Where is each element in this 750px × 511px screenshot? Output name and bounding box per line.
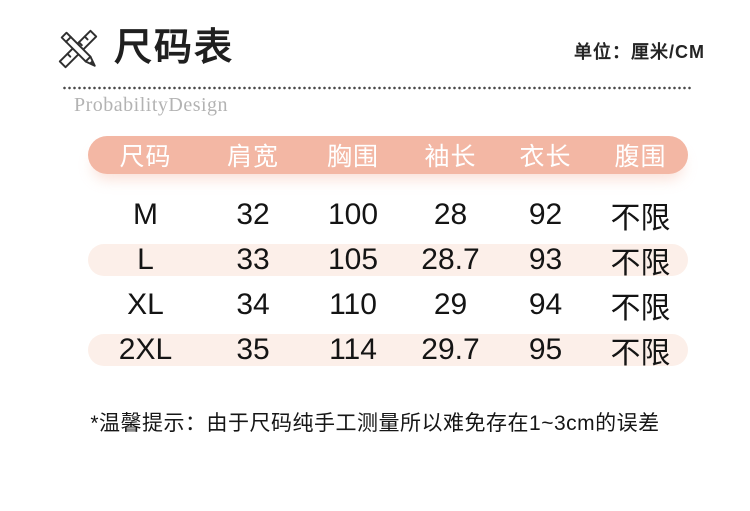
table-cell: 不限 [610, 246, 671, 280]
page-title: 尺码表 [114, 27, 235, 70]
page-title-group: 尺码表 [55, 26, 234, 72]
table-row: XL 34 110 29 94 不限 [88, 282, 688, 327]
column-header: 肩宽 [226, 143, 279, 171]
table-cell: 35 [236, 332, 270, 366]
table-row: L 33 105 28.7 93 不限 [88, 237, 688, 282]
table-cell: 92 [528, 197, 563, 231]
table-row: 2XL 35 114 29.7 95 不限 [88, 327, 688, 372]
dotted-divider [62, 86, 693, 90]
column-header: 袖长 [424, 143, 477, 171]
column-header: 腹围 [614, 143, 667, 171]
table-cell: 93 [528, 242, 563, 276]
size-cell: XL [127, 287, 164, 321]
size-table: 尺码 肩宽 胸围 袖长 衣长 腹围 M 32 100 28 92 不限 L 33 105 28.7 93 不限 X… [88, 136, 688, 372]
column-header: 尺码 [119, 143, 172, 171]
column-header: 衣长 [519, 143, 572, 171]
unit-label: 单位：厘米/CM [574, 42, 705, 62]
table-cell: 94 [528, 287, 563, 321]
table-cell: 不限 [610, 291, 671, 325]
table-cell: 34 [236, 287, 270, 321]
size-cell: 2XL [118, 332, 173, 366]
table-cell: 29.7 [421, 332, 480, 366]
size-cell: L [137, 242, 154, 276]
table-cell: 不限 [610, 336, 671, 370]
table-body: M 32 100 28 92 不限 L 33 105 28.7 93 不限 XL 34 110 29 94 不限 2… [88, 192, 688, 372]
watermark: ProbabilityDesign [74, 94, 229, 116]
footer-note: *温馨提示：由于尺码纯手工测量所以难免存在1~3cm的误差 [90, 412, 660, 435]
table-cell: 32 [236, 197, 270, 231]
page-header: 尺码表 单位：厘米/CM [55, 26, 705, 72]
table-cell: 不限 [610, 201, 671, 235]
table-cell: 105 [327, 242, 379, 276]
table-cell: 95 [528, 332, 563, 366]
table-header-row: 尺码 肩宽 胸围 袖长 衣长 腹围 [88, 136, 688, 174]
table-cell: 28.7 [421, 242, 480, 276]
table-cell: 28 [433, 197, 468, 231]
size-cell: M [133, 197, 158, 231]
table-cell: 110 [329, 287, 377, 321]
ruler-pencil-icon [55, 26, 101, 72]
table-cell: 100 [327, 197, 379, 231]
column-header: 胸围 [326, 143, 379, 171]
table-cell: 29 [433, 287, 468, 321]
table-cell: 33 [236, 242, 270, 276]
table-row: M 32 100 28 92 不限 [88, 192, 688, 237]
table-cell: 114 [329, 332, 377, 366]
